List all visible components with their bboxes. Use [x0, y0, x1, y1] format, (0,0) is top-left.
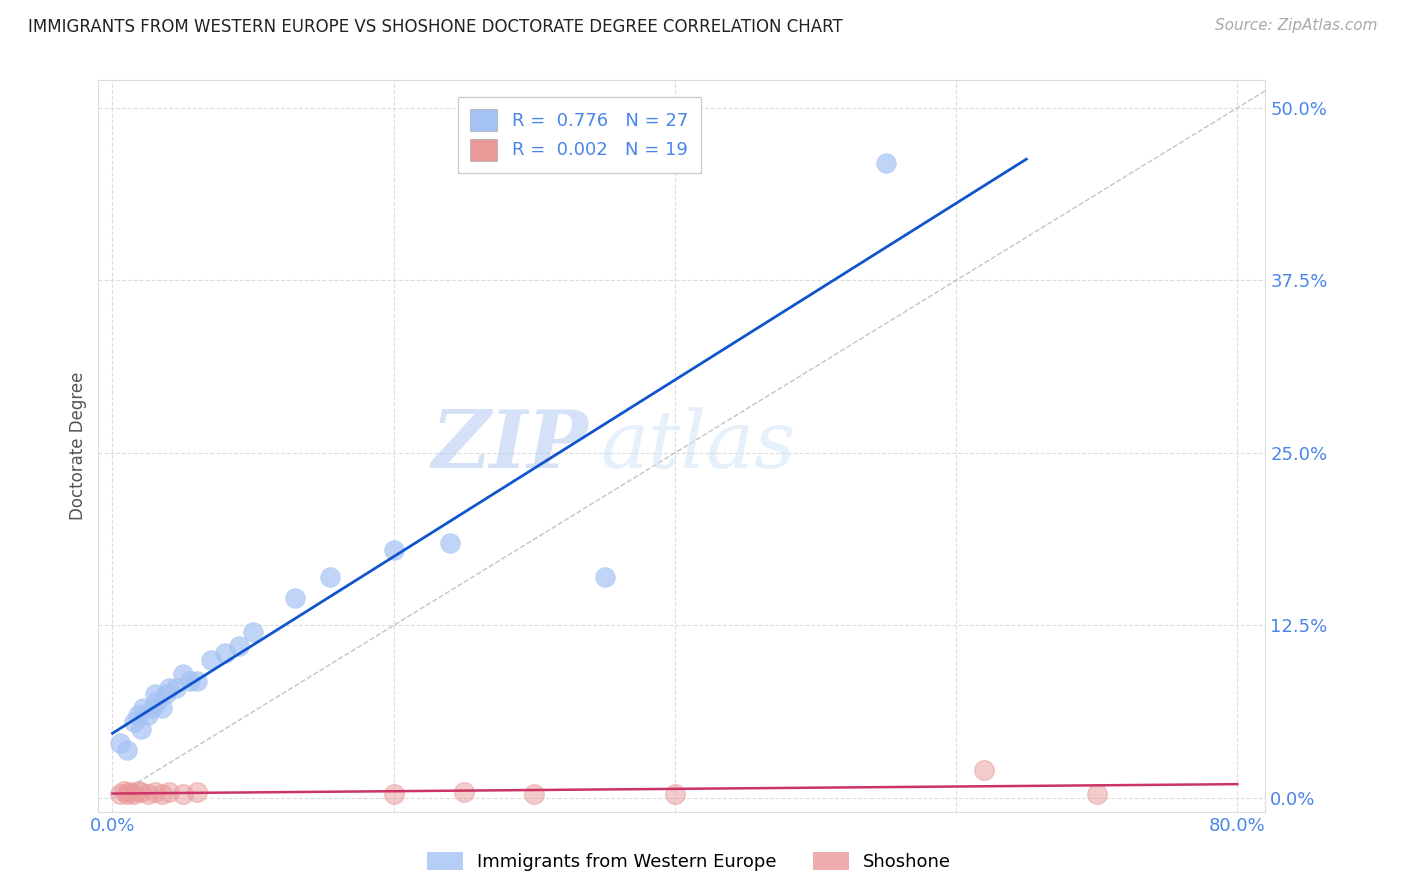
Point: [150, 701, 173, 715]
Point: [122, 714, 145, 729]
Point: [228, 639, 250, 653]
Point: [150, 787, 173, 801]
Point: [108, 736, 131, 750]
Text: IMMIGRANTS FROM WESTERN EUROPE VS SHOSHONE DOCTORATE DEGREE CORRELATION CHART: IMMIGRANTS FROM WESTERN EUROPE VS SHOSHO…: [28, 18, 842, 36]
Point: [242, 625, 264, 640]
Point: [141, 701, 163, 715]
Point: [382, 787, 405, 801]
Point: [172, 666, 194, 681]
Point: [165, 681, 187, 695]
Point: [129, 785, 152, 799]
Point: [973, 764, 995, 778]
Point: [186, 673, 208, 688]
Point: [593, 570, 616, 584]
Point: [382, 542, 405, 557]
Point: [112, 784, 135, 798]
Point: [127, 784, 149, 798]
Point: [146, 694, 169, 708]
Legend: R =  0.776   N = 27, R =  0.002   N = 19: R = 0.776 N = 27, R = 0.002 N = 19: [457, 96, 700, 173]
Point: [155, 687, 177, 701]
Point: [129, 722, 152, 736]
Point: [127, 708, 149, 723]
Point: [136, 787, 159, 801]
Point: [284, 591, 307, 605]
Point: [179, 673, 201, 688]
Point: [523, 787, 546, 801]
Point: [143, 687, 166, 701]
Point: [172, 787, 194, 801]
Text: ZIP: ZIP: [432, 408, 589, 484]
Y-axis label: Doctorate Degree: Doctorate Degree: [69, 372, 87, 520]
Text: atlas: atlas: [600, 408, 796, 484]
Point: [118, 785, 141, 799]
Point: [108, 787, 131, 801]
Point: [157, 681, 180, 695]
Point: [439, 535, 461, 549]
Point: [214, 646, 236, 660]
Point: [122, 787, 145, 801]
Point: [136, 708, 159, 723]
Point: [1085, 787, 1108, 801]
Point: [875, 156, 897, 170]
Point: [115, 742, 138, 756]
Point: [143, 785, 166, 799]
Point: [115, 787, 138, 801]
Point: [132, 701, 155, 715]
Point: [664, 787, 686, 801]
Point: [200, 653, 222, 667]
Point: [186, 785, 208, 799]
Point: [453, 785, 475, 799]
Point: [319, 570, 342, 584]
Text: Source: ZipAtlas.com: Source: ZipAtlas.com: [1215, 18, 1378, 33]
Point: [157, 785, 180, 799]
Legend: Immigrants from Western Europe, Shoshone: Immigrants from Western Europe, Shoshone: [419, 845, 959, 879]
